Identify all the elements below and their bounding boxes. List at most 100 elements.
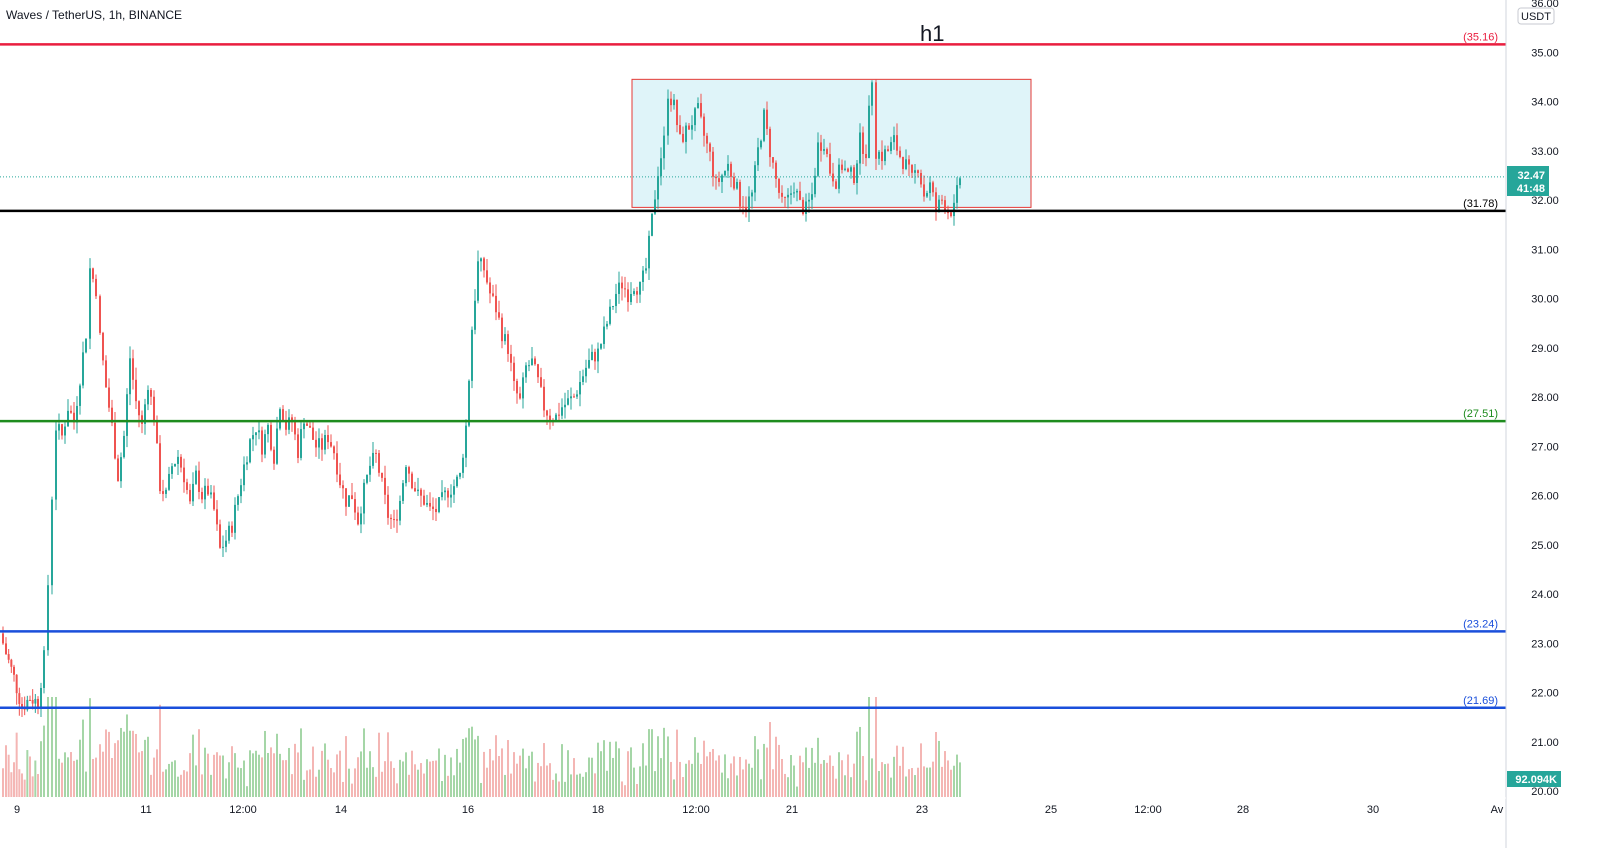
candle bbox=[489, 277, 491, 304]
volume-bar bbox=[712, 748, 714, 797]
candle bbox=[40, 682, 42, 718]
candle bbox=[312, 420, 314, 441]
candle bbox=[70, 405, 72, 414]
volume-bar bbox=[420, 763, 422, 797]
volume-bar bbox=[694, 737, 696, 797]
candle bbox=[914, 163, 916, 184]
candle bbox=[231, 521, 233, 538]
volume-bar bbox=[489, 748, 491, 797]
candle bbox=[43, 646, 45, 694]
candle bbox=[706, 132, 708, 154]
candle bbox=[947, 205, 949, 220]
candle bbox=[902, 156, 904, 175]
candle bbox=[435, 498, 437, 521]
volume-bar bbox=[908, 769, 910, 797]
volume-bar bbox=[315, 776, 317, 797]
price-axis[interactable]: 20.00 21.00 22.00 23.00 24.00 25.00 26.00 27.00… bbox=[1531, 0, 1559, 798]
level-label: (31.78) bbox=[1463, 198, 1498, 210]
volume-bar bbox=[926, 767, 928, 797]
candle bbox=[447, 487, 449, 508]
candle bbox=[642, 266, 644, 291]
volume-bar bbox=[339, 750, 341, 797]
volume-bar bbox=[727, 778, 729, 797]
candle bbox=[528, 360, 530, 372]
horizontal-levels[interactable]: (35.16) (31.78) (27.51) (23.24) (21.69) bbox=[0, 31, 1506, 710]
candle bbox=[480, 257, 482, 272]
volume-bar bbox=[657, 736, 659, 797]
candle bbox=[29, 695, 31, 701]
candle bbox=[679, 115, 681, 135]
volume-bar bbox=[126, 714, 128, 797]
volume-bar bbox=[92, 759, 94, 797]
candle bbox=[627, 282, 629, 312]
volume-bar bbox=[745, 759, 747, 797]
volume-bar bbox=[282, 760, 284, 797]
volume-bar bbox=[312, 746, 314, 797]
candle bbox=[673, 93, 675, 110]
volume-bar bbox=[153, 757, 155, 797]
volume-bar bbox=[47, 697, 49, 797]
volume-bar bbox=[724, 754, 726, 797]
candle bbox=[612, 305, 614, 310]
volume-bar bbox=[663, 727, 665, 797]
price-tick-label: 33.00 bbox=[1531, 146, 1559, 158]
time-tick-label: 28 bbox=[1237, 804, 1249, 816]
volume-bar bbox=[757, 749, 759, 797]
candle bbox=[240, 478, 242, 504]
candle bbox=[884, 145, 886, 166]
volume-bar bbox=[309, 769, 311, 797]
volume-bar bbox=[357, 757, 359, 797]
candle bbox=[297, 428, 299, 464]
candle bbox=[31, 689, 34, 710]
volume-bar bbox=[99, 744, 101, 797]
candle bbox=[510, 344, 512, 372]
volume-bar bbox=[959, 762, 961, 797]
volume-bar bbox=[522, 748, 524, 797]
candle bbox=[657, 166, 659, 209]
volume-bar bbox=[935, 731, 937, 797]
volume-bar bbox=[775, 736, 777, 797]
candle bbox=[802, 197, 804, 216]
volume-bar bbox=[585, 772, 587, 797]
volume-bar bbox=[600, 751, 602, 797]
volume-bar bbox=[237, 767, 239, 797]
candle bbox=[847, 167, 849, 173]
volume-bar bbox=[790, 755, 792, 797]
candle bbox=[859, 123, 861, 175]
candle bbox=[561, 398, 563, 420]
candle bbox=[396, 509, 398, 533]
candle bbox=[126, 388, 128, 448]
candle bbox=[117, 454, 119, 482]
time-axis[interactable]: 9 11 12:00 14 16 18 12:00 21 23 25 12:00 28 30 Av bbox=[14, 804, 1504, 816]
volume-bar bbox=[887, 763, 889, 797]
candle bbox=[459, 472, 461, 480]
candle bbox=[327, 425, 329, 450]
bar-countdown: 41:48 bbox=[1517, 183, 1545, 195]
candle bbox=[676, 99, 678, 133]
candle bbox=[162, 479, 164, 502]
candle bbox=[648, 230, 650, 281]
candle bbox=[917, 169, 919, 178]
candle bbox=[47, 574, 49, 656]
currency-badge[interactable]: USDT bbox=[1517, 7, 1555, 25]
candle bbox=[345, 488, 347, 516]
candle bbox=[537, 363, 539, 383]
candle bbox=[495, 284, 497, 321]
volume-bar bbox=[549, 763, 551, 797]
candle bbox=[192, 472, 194, 507]
volume-bar bbox=[612, 757, 614, 797]
volume-bar bbox=[811, 747, 813, 797]
volume-bar bbox=[321, 750, 323, 797]
volume-bar bbox=[856, 731, 858, 797]
volume-bar bbox=[796, 786, 798, 797]
volume-bar bbox=[784, 773, 786, 797]
candle bbox=[787, 188, 789, 209]
candle bbox=[168, 466, 170, 491]
volume-bar bbox=[225, 778, 227, 797]
candle bbox=[105, 355, 107, 388]
candle bbox=[531, 347, 533, 366]
candle bbox=[793, 182, 795, 198]
candle bbox=[585, 359, 587, 383]
